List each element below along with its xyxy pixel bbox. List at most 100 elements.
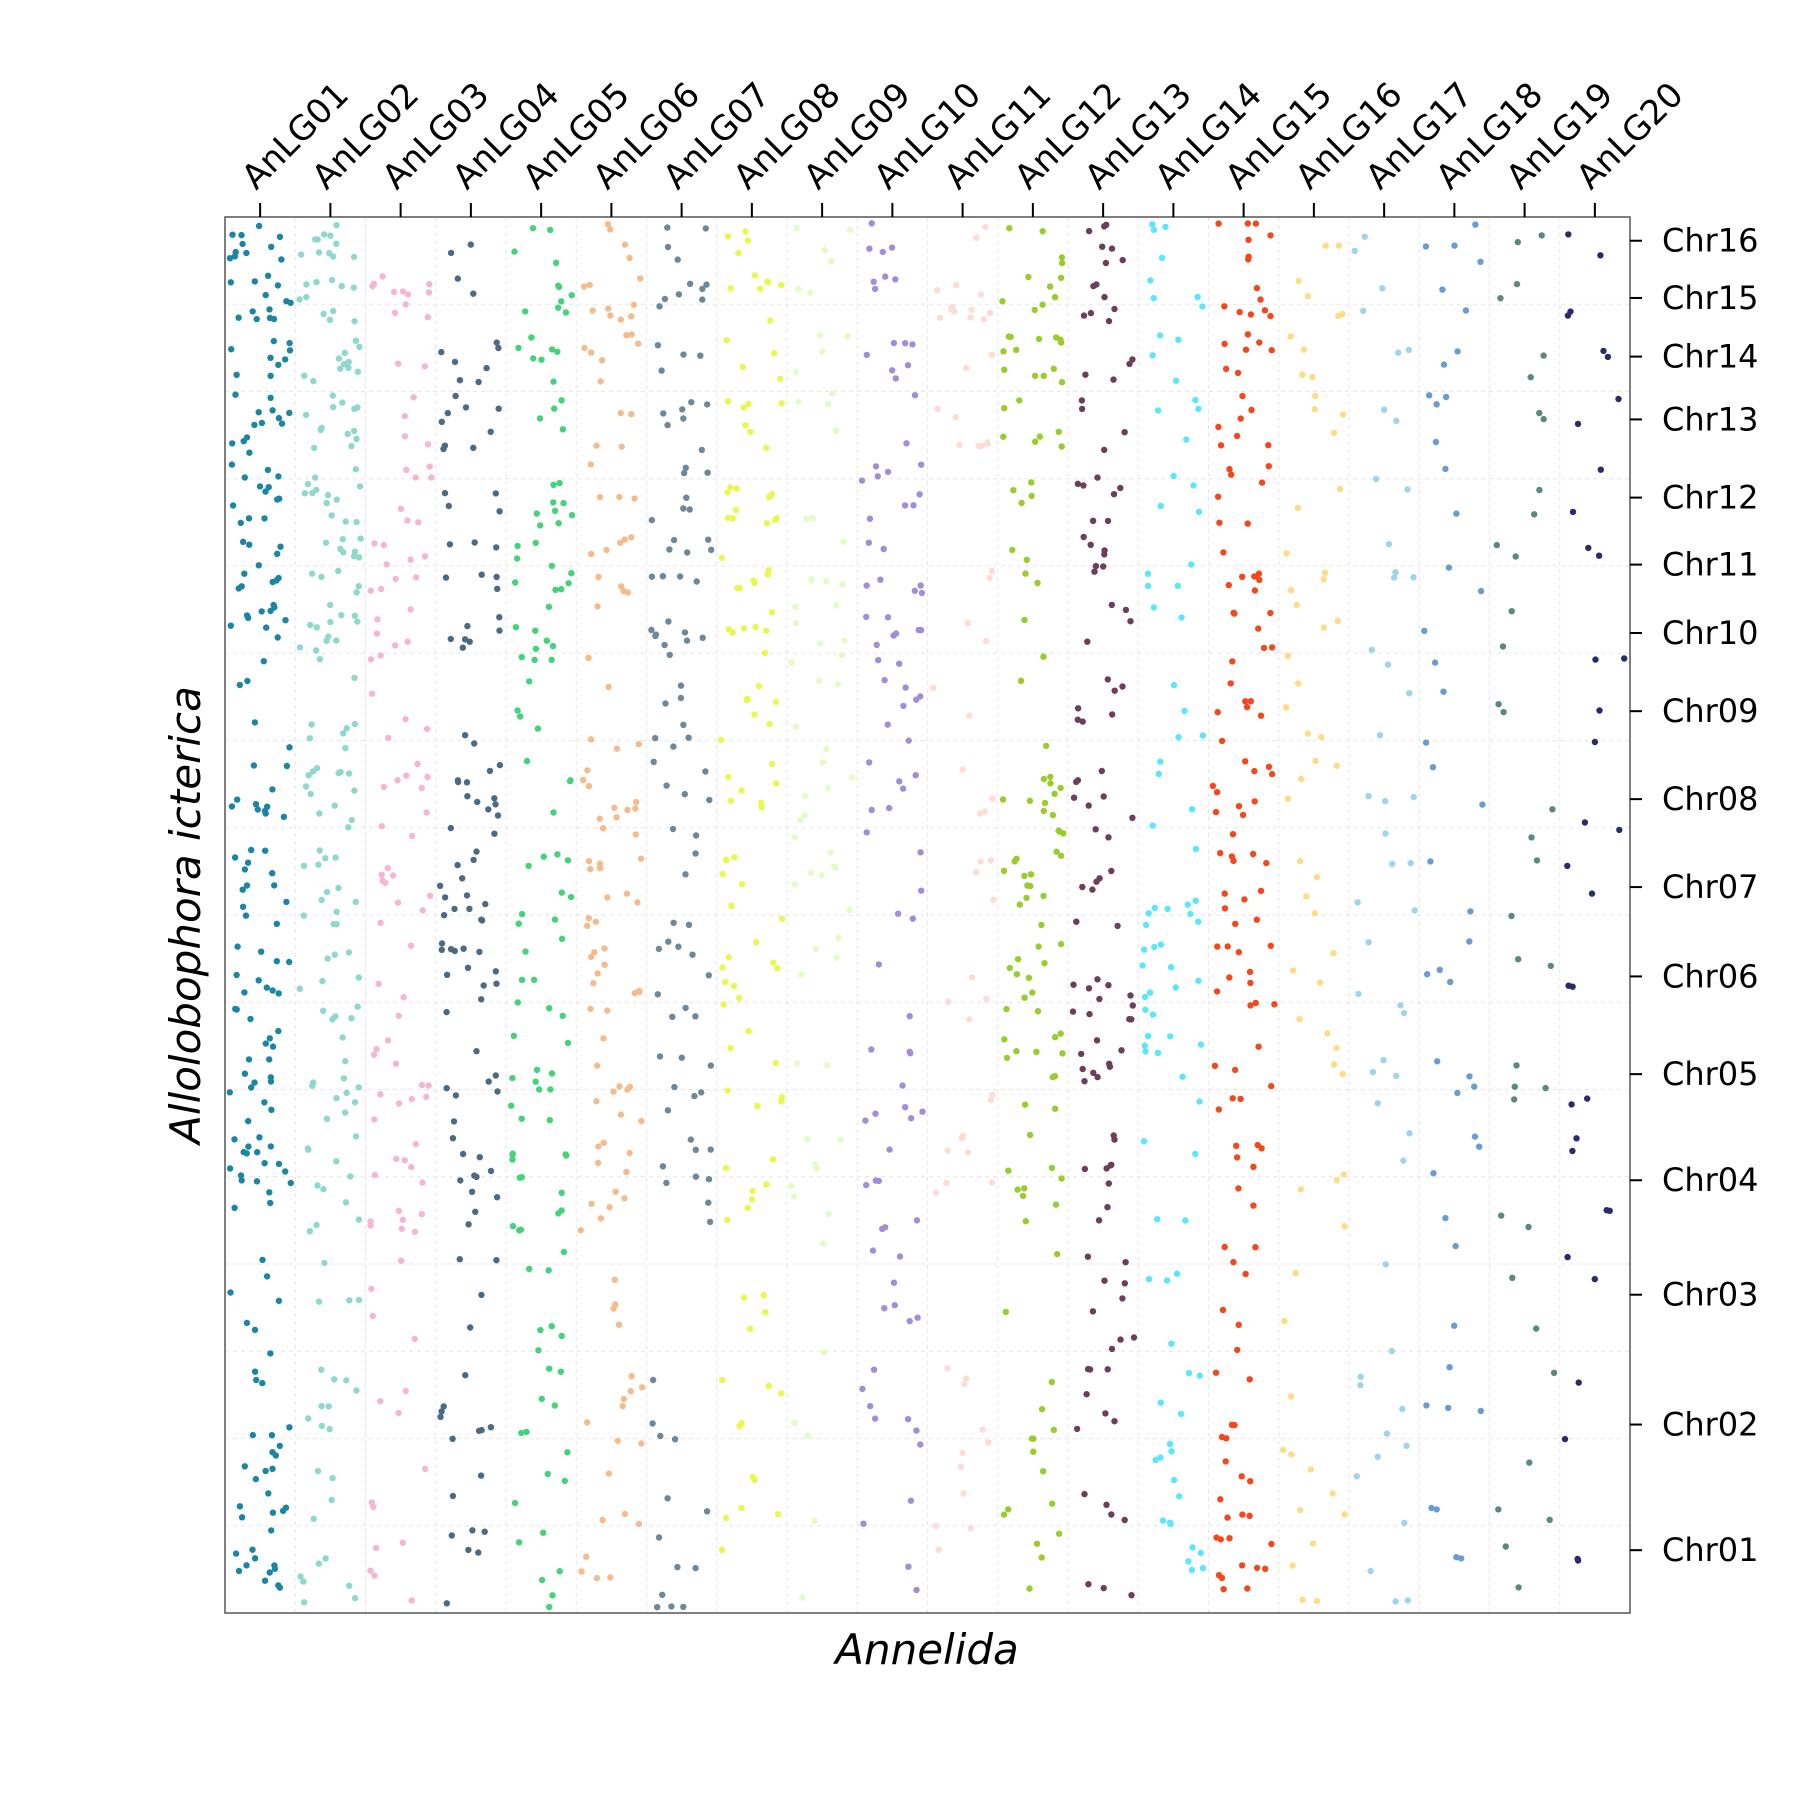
point-anlg18-chr01	[1458, 1555, 1465, 1562]
point-anlg11-chr14	[963, 365, 970, 372]
point-anlg11-chr02	[959, 1449, 966, 1457]
point-anlg15-chr01	[1224, 1514, 1231, 1521]
point-anlg08-chr04	[763, 1181, 770, 1188]
point-anlg16-chr12	[1336, 485, 1344, 493]
point-anlg09-chr11	[822, 578, 830, 585]
point-anlg05-chr06	[522, 948, 529, 955]
point-anlg16-chr04	[1341, 1223, 1348, 1230]
point-anlg04-chr08	[491, 830, 498, 837]
point-anlg05-chr05	[518, 1115, 525, 1122]
point-anlg14-chr16	[1149, 221, 1156, 228]
point-anlg11-chr05	[989, 1091, 996, 1099]
point-anlg01-chr02	[268, 1432, 276, 1439]
point-anlg07-chr07	[685, 921, 693, 928]
point-anlg07-chr11	[659, 573, 667, 580]
point-anlg06-chr05	[624, 1086, 631, 1093]
point-anlg10-chr08	[896, 778, 903, 785]
point-anlg06-chr01	[578, 1568, 585, 1575]
point-anlg05-chr16	[511, 248, 518, 255]
point-anlg16-chr14	[1309, 373, 1316, 381]
point-anlg02-chr16	[297, 251, 305, 258]
point-anlg17-chr04	[1400, 1157, 1407, 1164]
point-anlg04-chr08	[492, 801, 499, 808]
point-anlg01-chr11	[274, 550, 281, 557]
point-anlg15-chr04	[1250, 1202, 1257, 1209]
point-anlg08-chr13	[745, 400, 752, 408]
point-anlg06-chr05	[600, 1035, 607, 1042]
point-anlg01-chr11	[273, 577, 280, 584]
point-anlg02-chr05	[340, 1075, 348, 1082]
point-anlg04-chr03	[456, 1256, 463, 1263]
point-anlg01-chr06	[269, 987, 276, 994]
point-anlg12-chr15	[1039, 301, 1046, 308]
point-anlg18-chr01	[1428, 1504, 1435, 1512]
point-anlg19-chr14	[1527, 374, 1534, 381]
point-anlg18-chr08	[1479, 801, 1486, 808]
point-anlg16-chr04	[1333, 1177, 1340, 1184]
point-anlg06-chr05	[593, 1098, 600, 1105]
point-anlg01-chr01	[271, 1562, 278, 1569]
point-anlg15-chr08	[1268, 770, 1276, 778]
point-anlg03-chr04	[412, 1141, 419, 1148]
point-anlg14-chr15	[1199, 303, 1206, 310]
point-anlg20-chr04	[1606, 1207, 1613, 1215]
point-anlg07-chr07	[682, 871, 689, 878]
point-anlg06-chr08	[584, 767, 591, 774]
point-anlg01-chr12	[265, 484, 272, 491]
point-anlg06-chr15	[605, 305, 612, 312]
point-anlg06-chr05	[594, 1062, 601, 1069]
point-anlg01-chr01	[232, 1550, 240, 1557]
point-anlg06-chr04	[612, 1188, 619, 1195]
point-anlg16-chr01	[1329, 1490, 1336, 1497]
point-anlg05-chr16	[552, 259, 560, 266]
point-anlg07-chr11	[676, 573, 684, 580]
point-anlg10-chr10	[917, 626, 925, 634]
point-anlg07-chr11	[684, 549, 691, 556]
point-anlg07-chr13	[704, 401, 711, 408]
point-anlg02-chr06	[355, 974, 362, 981]
point-anlg02-chr12	[356, 483, 364, 490]
point-anlg10-chr14	[889, 367, 896, 374]
point-anlg06-chr04	[595, 1159, 602, 1167]
point-anlg04-chr08	[494, 812, 502, 819]
point-anlg08-chr04	[769, 1156, 777, 1163]
point-anlg14-chr05	[1142, 1048, 1149, 1055]
point-anlg06-chr02	[638, 1384, 646, 1391]
point-anlg01-chr05	[245, 1056, 253, 1063]
point-anlg12-chr07	[1040, 892, 1047, 900]
point-anlg06-chr06	[587, 1005, 594, 1013]
point-anlg04-chr08	[496, 761, 504, 769]
point-anlg07-chr01	[655, 1534, 663, 1541]
point-anlg10-chr08	[863, 829, 870, 836]
point-anlg10-chr04	[913, 1217, 921, 1224]
point-anlg06-chr07	[634, 899, 641, 906]
point-anlg02-chr11	[355, 554, 363, 561]
point-anlg02-chr08	[313, 765, 321, 772]
point-anlg12-chr13	[1001, 405, 1008, 412]
point-anlg13-chr08	[1129, 814, 1136, 821]
point-anlg04-chr07	[441, 894, 449, 901]
point-anlg07-chr12	[680, 469, 688, 477]
point-anlg02-chr06	[345, 949, 353, 956]
point-anlg13-chr12	[1074, 480, 1082, 487]
point-anlg16-chr07	[1296, 857, 1304, 865]
point-anlg17-chr07	[1407, 859, 1414, 867]
point-anlg04-chr10	[496, 627, 503, 634]
point-anlg11-chr13	[952, 413, 959, 421]
point-anlg11-chr02	[979, 1426, 986, 1433]
point-anlg03-chr05	[423, 1093, 430, 1101]
point-anlg02-chr04	[305, 1146, 312, 1153]
point-anlg17-chr05	[1374, 1100, 1382, 1107]
point-anlg03-chr05	[373, 1046, 380, 1053]
point-anlg04-chr09	[461, 732, 469, 739]
point-anlg01-chr01	[236, 1503, 244, 1510]
point-anlg14-chr02	[1171, 1476, 1178, 1484]
point-anlg13-chr11	[1091, 568, 1098, 575]
point-anlg03-chr12	[403, 466, 410, 473]
point-anlg15-chr09	[1214, 709, 1221, 716]
point-anlg14-chr06	[1149, 1011, 1157, 1018]
point-anlg08-chr04	[748, 1196, 756, 1203]
point-anlg13-chr14	[1110, 376, 1117, 383]
point-anlg15-chr02	[1218, 1433, 1226, 1441]
point-anlg05-chr14	[548, 346, 556, 353]
